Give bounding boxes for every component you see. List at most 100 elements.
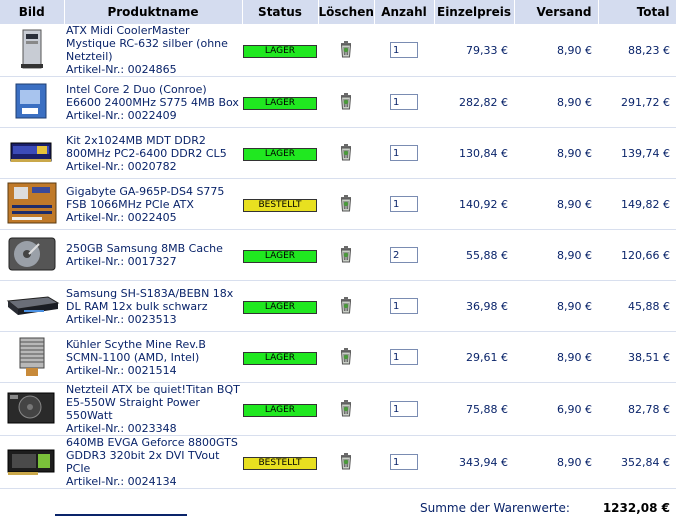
- product-name-cell: Intel Core 2 Duo (Conroe) E6600 2400MHz …: [64, 76, 242, 128]
- status-cell: LAGER: [242, 331, 318, 383]
- cart-footer: Summe der Warenwerte: 1232,08 €: [0, 494, 676, 524]
- motherboard-icon: [6, 181, 58, 228]
- delete-cell: [318, 127, 374, 179]
- quantity-input[interactable]: [390, 298, 418, 314]
- trash-icon[interactable]: [338, 452, 354, 473]
- delete-cell: [318, 280, 374, 332]
- trash-icon[interactable]: [338, 143, 354, 164]
- trash-icon[interactable]: [338, 40, 354, 61]
- table-header-row: Bild Produktname Status Löschen Anzahl E…: [0, 0, 676, 24]
- product-name-cell: Netzteil ATX be quiet!Titan BQT E5-550W …: [64, 382, 242, 436]
- article-number: Artikel-Nr.: 0022405: [66, 210, 177, 224]
- header-produktname: Produktname: [64, 0, 243, 24]
- cooler-icon: [12, 334, 52, 381]
- header-total: Total: [598, 0, 676, 24]
- product-name[interactable]: Gigabyte GA-965P-DS4 S775 FSB 1066MHz PC…: [66, 184, 225, 211]
- header-loeschen: Löschen: [318, 0, 375, 24]
- status-cell: LAGER: [242, 24, 318, 77]
- product-image[interactable]: [0, 382, 64, 436]
- product-image[interactable]: [0, 280, 64, 332]
- header-versand: Versand: [514, 0, 599, 24]
- article-number: Artikel-Nr.: 0020782: [66, 159, 177, 173]
- unit-price: 282,82 €: [434, 76, 514, 128]
- header-anzahl: Anzahl: [374, 0, 435, 24]
- product-name[interactable]: Kit 2x1024MB MDT DDR2 800MHz PC2-6400 DD…: [66, 133, 227, 160]
- quantity-cell: [374, 280, 434, 332]
- row-total: 38,51 €: [598, 331, 676, 383]
- psu-icon: [4, 389, 60, 430]
- row-total: 82,78 €: [598, 382, 676, 436]
- shipping-cost: 6,90 €: [514, 382, 598, 436]
- cart-table: Bild Produktname Status Löschen Anzahl E…: [0, 0, 676, 489]
- product-name-cell: 640MB EVGA Geforce 8800GTS GDDR3 320bit …: [64, 435, 242, 489]
- quantity-input[interactable]: [390, 42, 418, 58]
- product-image[interactable]: [0, 229, 64, 281]
- product-name[interactable]: 250GB Samsung 8MB Cache: [66, 242, 223, 255]
- status-badge: LAGER: [243, 96, 317, 110]
- quantity-input[interactable]: [390, 247, 418, 263]
- quantity-cell: [374, 382, 434, 436]
- quantity-input[interactable]: [390, 349, 418, 365]
- quantity-cell: [374, 76, 434, 128]
- product-name[interactable]: 640MB EVGA Geforce 8800GTS GDDR3 320bit …: [66, 436, 238, 475]
- unit-price: 79,33 €: [434, 24, 514, 77]
- ram-icon: [9, 137, 55, 170]
- status-cell: LAGER: [242, 229, 318, 281]
- trash-icon[interactable]: [338, 347, 354, 368]
- shipping-cost: 8,90 €: [514, 435, 598, 489]
- trash-icon[interactable]: [338, 296, 354, 317]
- gpu-icon: [4, 444, 60, 481]
- row-total: 149,82 €: [598, 178, 676, 230]
- shipping-cost: 8,90 €: [514, 178, 598, 230]
- unit-price: 343,94 €: [434, 435, 514, 489]
- product-image[interactable]: [0, 178, 64, 230]
- unit-price: 140,92 €: [434, 178, 514, 230]
- quantity-cell: [374, 127, 434, 179]
- unit-price: 75,88 €: [434, 382, 514, 436]
- trash-icon[interactable]: [338, 399, 354, 420]
- quantity-input[interactable]: [390, 145, 418, 161]
- status-cell: LAGER: [242, 76, 318, 128]
- header-status: Status: [242, 0, 319, 24]
- product-name[interactable]: Intel Core 2 Duo (Conroe) E6600 2400MHz …: [66, 82, 239, 109]
- trash-icon[interactable]: [338, 92, 354, 113]
- article-number: Artikel-Nr.: 0023513: [66, 312, 177, 326]
- shipping-cost: 8,90 €: [514, 280, 598, 332]
- product-name-cell: Samsung SH-S183A/BEBN 18x DL RAM 12x bul…: [64, 280, 242, 332]
- status-badge: LAGER: [243, 403, 317, 417]
- quantity-input[interactable]: [390, 401, 418, 417]
- sum-label: Summe der Warenwerte:: [420, 501, 570, 515]
- quantity-input[interactable]: [390, 196, 418, 212]
- product-image[interactable]: [0, 127, 64, 179]
- product-image[interactable]: [0, 24, 64, 77]
- status-badge: LAGER: [243, 44, 317, 58]
- status-cell: LAGER: [242, 127, 318, 179]
- trash-icon[interactable]: [338, 245, 354, 266]
- row-total: 88,23 €: [598, 24, 676, 77]
- quantity-input[interactable]: [390, 454, 418, 470]
- unit-price: 55,88 €: [434, 229, 514, 281]
- row-total: 139,74 €: [598, 127, 676, 179]
- product-name[interactable]: Netzteil ATX be quiet!Titan BQT E5-550W …: [66, 383, 240, 422]
- quantity-cell: [374, 24, 434, 77]
- status-cell: LAGER: [242, 382, 318, 436]
- header-einzelpreis: Einzelpreis: [434, 0, 515, 24]
- quantity-input[interactable]: [390, 94, 418, 110]
- product-name[interactable]: Kühler Scythe Mine Rev.B SCMN-1100 (AMD,…: [66, 337, 206, 364]
- harddisk-icon: [5, 234, 59, 277]
- table-row: 250GB Samsung 8MB Cache Artikel-Nr.: 0017…: [0, 229, 676, 281]
- product-name[interactable]: ATX Midi CoolerMaster Mystique RC-632 si…: [66, 24, 228, 63]
- article-number: Artikel-Nr.: 0023348: [66, 422, 177, 435]
- trash-icon[interactable]: [338, 194, 354, 215]
- unit-price: 130,84 €: [434, 127, 514, 179]
- product-name[interactable]: Samsung SH-S183A/BEBN 18x DL RAM 12x bul…: [66, 286, 234, 313]
- product-image[interactable]: [0, 435, 64, 489]
- product-name-cell: Gigabyte GA-965P-DS4 S775 FSB 1066MHz PC…: [64, 178, 242, 230]
- table-row: ATX Midi CoolerMaster Mystique RC-632 si…: [0, 24, 676, 77]
- article-number: Artikel-Nr.: 0024134: [66, 475, 177, 488]
- product-image[interactable]: [0, 76, 64, 128]
- status-badge: LAGER: [243, 300, 317, 314]
- footer-button[interactable]: [55, 514, 187, 524]
- product-name-cell: Kit 2x1024MB MDT DDR2 800MHz PC2-6400 DD…: [64, 127, 242, 179]
- product-image[interactable]: [0, 331, 64, 383]
